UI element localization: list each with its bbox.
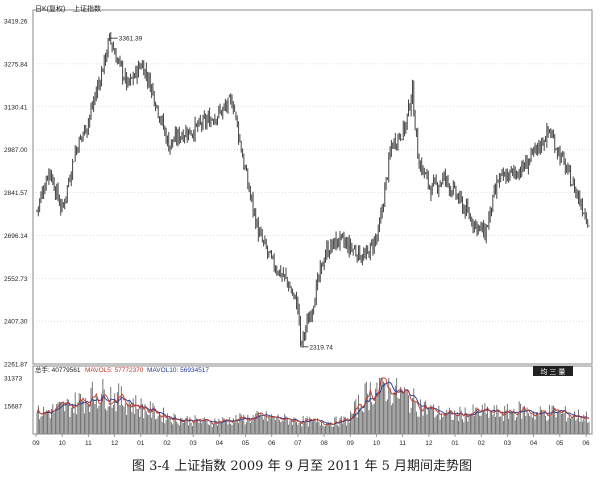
price-y-tick-label: 3130.41 bbox=[4, 104, 28, 111]
volume-legend-mavol10: MAVOL10: 56934517 bbox=[147, 367, 209, 374]
low-label: 2319.74 bbox=[309, 344, 333, 351]
price-y-tick-label: 2841.57 bbox=[4, 190, 28, 197]
price-panel: 日K(复权) 上证指数 3419.26 3275.84 3130.41 2987.00… bbox=[4, 4, 593, 369]
x-tick-label: 01 bbox=[137, 440, 145, 447]
x-tick-label: 05 bbox=[556, 440, 564, 447]
x-tick-label: 06 bbox=[582, 440, 590, 447]
price-panel-frame bbox=[32, 9, 593, 365]
volume-legend-total: 总手: 40779561 bbox=[35, 365, 81, 374]
price-candles bbox=[36, 31, 590, 348]
x-tick-label: 11 bbox=[399, 440, 406, 447]
volume-y-tick-label: 15687 bbox=[4, 403, 22, 410]
x-tick-label: 09 bbox=[347, 440, 355, 447]
x-tick-label: 08 bbox=[320, 440, 328, 447]
x-tick-label: 10 bbox=[59, 440, 67, 447]
x-tick-label: 07 bbox=[294, 440, 302, 447]
price-y-tick-label: 2696.14 bbox=[4, 233, 28, 240]
x-axis: 09 10 11 12 01 02 03 04 05 06 07 08 09 10 11 12 01 02 03 04… bbox=[32, 433, 592, 447]
indicator-toggle-button-bg[interactable] bbox=[533, 366, 573, 376]
stock-chart: 日K(复权) 上证指数 3419.26 3275.84 3130.41 2987.00… bbox=[4, 4, 593, 447]
mavol5-line bbox=[36, 377, 590, 426]
price-y-tick-label: 2261.87 bbox=[4, 362, 28, 369]
x-tick-label: 03 bbox=[504, 440, 512, 447]
x-tick-label: 09 bbox=[32, 440, 40, 447]
x-tick-label: 04 bbox=[530, 440, 538, 447]
x-tick-label: 06 bbox=[268, 440, 276, 447]
price-y-tick-label: 2407.30 bbox=[4, 319, 28, 326]
price-y-axis: 3419.26 3275.84 3130.41 2987.00 2841.57 2696.… bbox=[4, 19, 28, 369]
price-grid bbox=[33, 63, 592, 322]
x-tick-label: 04 bbox=[216, 440, 224, 447]
volume-legend-mavol5: MAVOL5: 57772370 bbox=[85, 367, 144, 374]
indicator-toggle-button[interactable]: 均 三 量 bbox=[533, 366, 573, 376]
price-annotations: 3361.39 2319.74 bbox=[109, 36, 333, 351]
x-tick-label: 01 bbox=[451, 440, 459, 447]
x-tick-label: 02 bbox=[478, 440, 486, 447]
volume-moving-averages bbox=[36, 377, 590, 426]
price-y-tick-label: 3275.84 bbox=[4, 61, 28, 68]
price-y-tick-label: 2552.73 bbox=[4, 276, 28, 283]
x-tick-label: 03 bbox=[190, 440, 198, 447]
volume-panel: 总手: 40779561 MAVOL5: 57772370 MAVOL10: 5… bbox=[4, 365, 593, 435]
price-y-tick-label: 2987.00 bbox=[4, 147, 28, 154]
x-tick-label: 12 bbox=[425, 440, 433, 447]
price-y-tick-label: 3419.26 bbox=[4, 19, 28, 26]
high-label: 3361.39 bbox=[119, 36, 143, 43]
indicator-toggle-button-label[interactable]: 均 三 量 bbox=[541, 367, 566, 376]
x-tick-label: 10 bbox=[373, 440, 381, 447]
x-tick-label: 02 bbox=[163, 440, 171, 447]
chart-header-label: 日K(复权) bbox=[35, 4, 65, 13]
x-tick-label: 05 bbox=[242, 440, 250, 447]
x-tick-label: 12 bbox=[111, 440, 119, 447]
chart-header-index-name: 上证指数 bbox=[73, 4, 101, 13]
volume-y-axis: 31373 15687 bbox=[4, 376, 22, 411]
volume-bars bbox=[36, 378, 590, 434]
volume-y-tick-label: 31373 bbox=[4, 376, 22, 383]
x-tick-label: 11 bbox=[85, 440, 92, 447]
figure-caption: 图 3-4 上证指数 2009 年 9 月至 2011 年 5 月期间走势图 bbox=[132, 459, 472, 474]
